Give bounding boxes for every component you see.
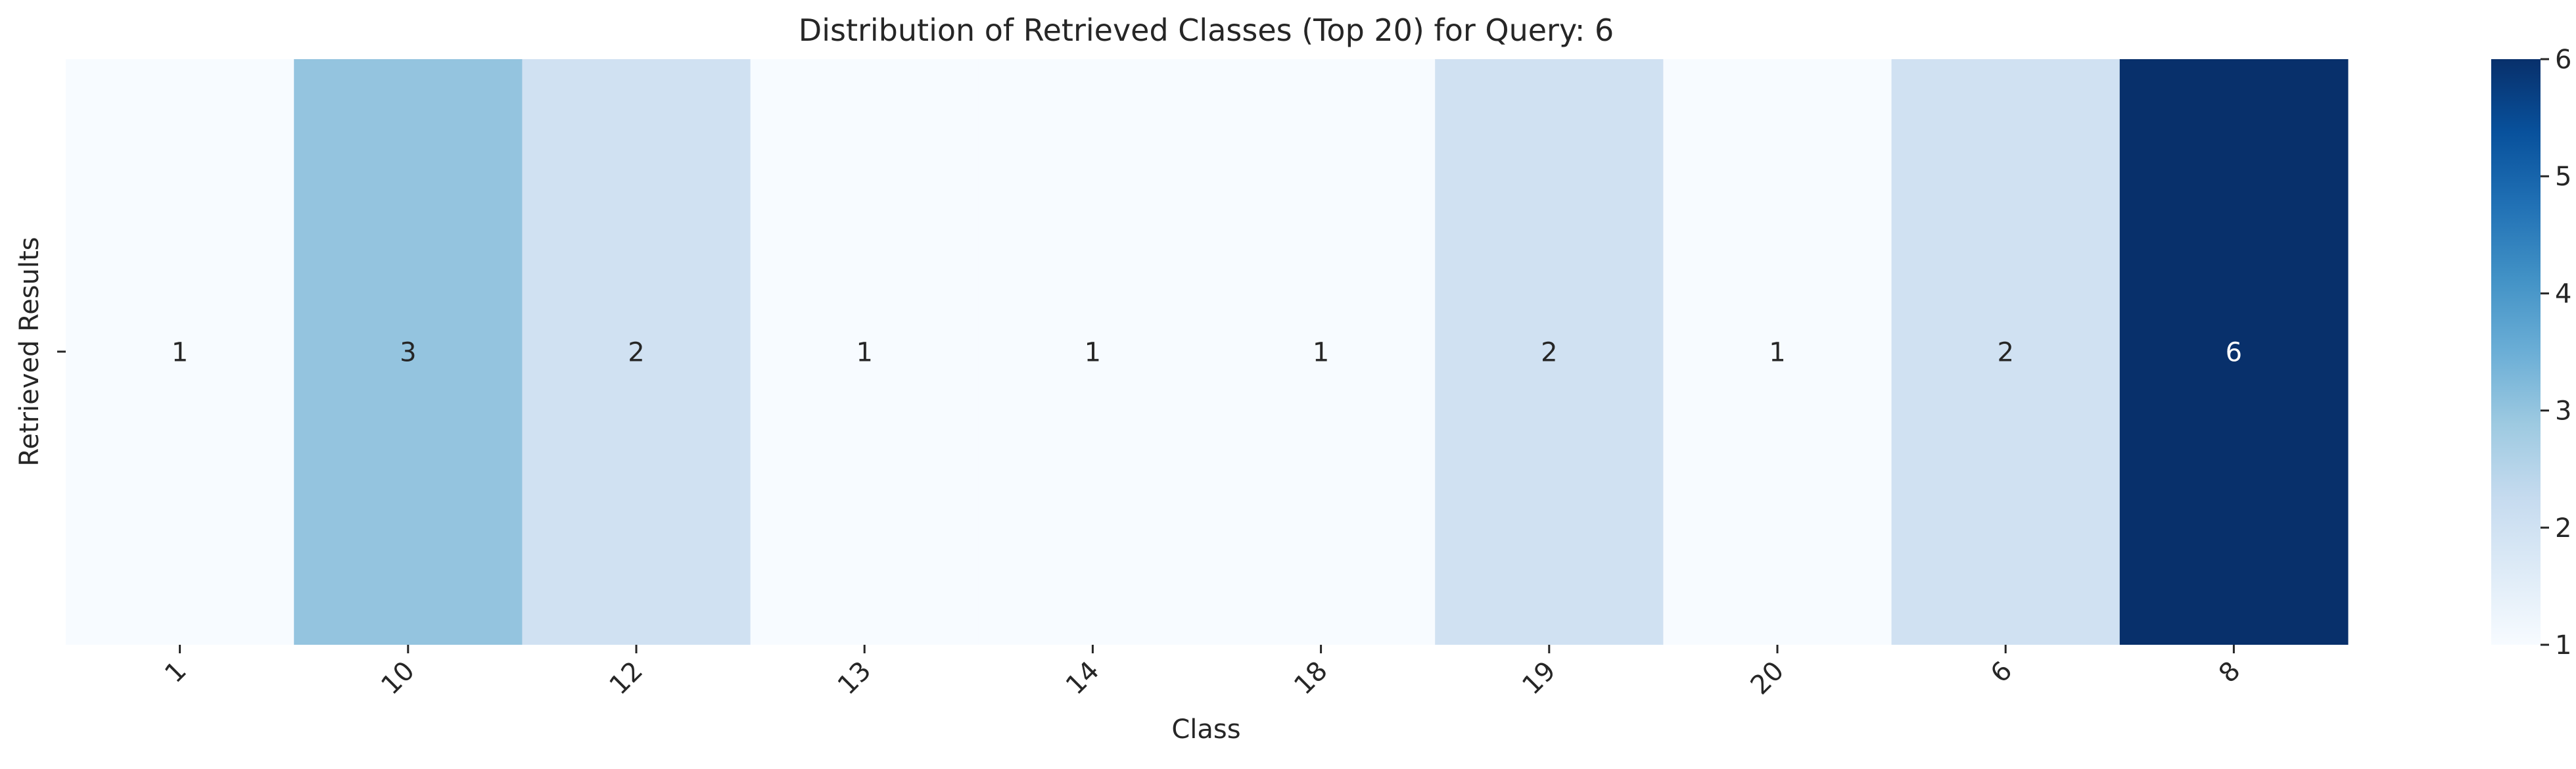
x-axis-tick-label: 20 — [1745, 656, 1791, 701]
cell-value-label: 1 — [172, 338, 188, 368]
x-axis-ticks: 1 10 12 13 14 18 19 20 6 8 — [159, 645, 2246, 701]
heatmap-cell-labels: 1 3 2 1 1 1 2 1 2 6 — [172, 338, 2242, 368]
cell-value-label: 1 — [1085, 338, 1101, 368]
y-axis-label: Retrieved Results — [14, 237, 45, 466]
colorbar-tick-label: 1 — [2555, 630, 2571, 661]
colorbar-ticks: 1 2 3 4 5 6 — [2541, 45, 2571, 661]
cell-value-label: 6 — [2226, 338, 2242, 368]
heatmap-cell — [522, 59, 751, 645]
x-axis-tick-label: 14 — [1060, 656, 1106, 701]
x-axis-tick-label: 8 — [2213, 656, 2247, 689]
heatmap-cell — [1663, 59, 1892, 645]
heatmap-cell — [978, 59, 1207, 645]
heatmap-cell — [750, 59, 979, 645]
x-axis-tick-label: 13 — [832, 656, 878, 701]
x-axis-label: Class — [1171, 714, 1240, 745]
cell-value-label: 1 — [1769, 338, 1785, 368]
colorbar-tick-label: 3 — [2555, 396, 2571, 427]
cell-value-label: 2 — [1997, 338, 2013, 368]
x-axis-tick-label: 10 — [375, 656, 421, 701]
x-axis-tick-label: 12 — [604, 656, 649, 701]
x-axis-tick-label: 6 — [1985, 656, 2019, 689]
cell-value-label: 1 — [1313, 338, 1329, 368]
x-axis-tick-label: 19 — [1516, 656, 1562, 701]
heatmap-cells — [66, 59, 2349, 645]
colorbar-tick-label: 5 — [2555, 162, 2571, 192]
chart-title: Distribution of Retrieved Classes (Top 2… — [799, 12, 1614, 48]
cell-value-label: 3 — [400, 338, 416, 368]
heatmap-cell — [1891, 59, 2120, 645]
cell-value-label: 1 — [856, 338, 872, 368]
heatmap-cell — [294, 59, 523, 645]
heatmap-cell — [1207, 59, 1436, 645]
cell-value-label: 2 — [1541, 338, 1557, 368]
heatmap-cell — [1435, 59, 1664, 645]
heatmap-cell — [2119, 59, 2349, 645]
x-axis-tick-label: 18 — [1288, 656, 1334, 701]
cell-value-label: 2 — [628, 338, 644, 368]
colorbar — [2491, 59, 2541, 645]
x-axis-tick-label: 1 — [159, 656, 193, 689]
colorbar-tick-label: 4 — [2555, 279, 2571, 309]
colorbar-tick-label: 2 — [2555, 513, 2571, 544]
colorbar-tick-label: 6 — [2555, 45, 2571, 75]
heatmap-cell — [66, 59, 294, 645]
